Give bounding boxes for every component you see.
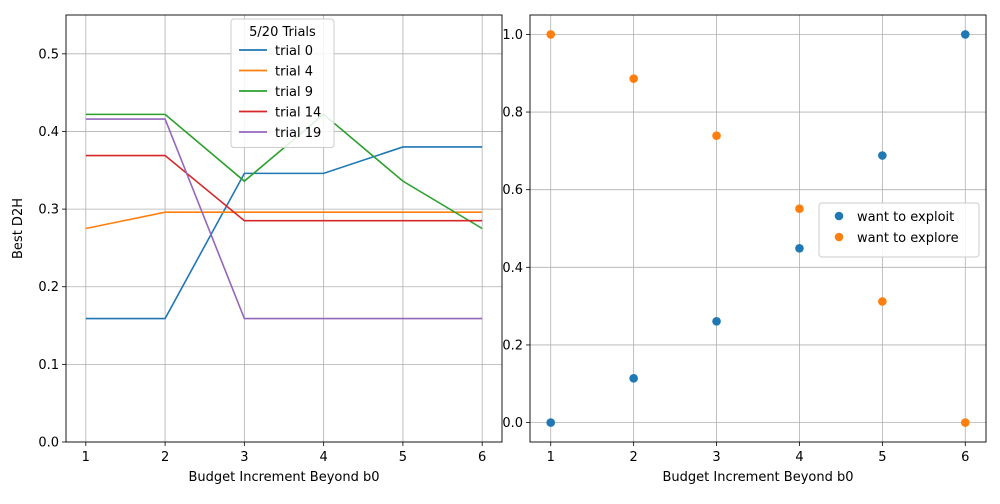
x-tick-label: 2 — [629, 450, 637, 465]
x-tick-label: 6 — [961, 450, 969, 465]
x-tick-label: 3 — [712, 450, 720, 465]
plot-frame — [65, 14, 503, 443]
legend-label: trial 4 — [275, 65, 313, 80]
scatter-point-want-to-explore — [960, 418, 970, 427]
x-tick-label: 2 — [161, 450, 169, 465]
series-line-trial-14 — [85, 154, 483, 222]
x-tick-label: 5 — [878, 450, 886, 465]
scatter-point-want-to-explore — [795, 204, 804, 214]
scatter-point-want-to-exploit — [712, 316, 721, 326]
scatter-point-want-to-exploit — [878, 151, 887, 160]
y-tick-label: 0.1 — [38, 358, 59, 373]
legend: want to exploit want to explore — [818, 202, 980, 258]
y-tick-label: 1.0 — [502, 28, 523, 43]
legend-box — [230, 18, 335, 148]
y-tick-label: 0.4 — [502, 261, 523, 276]
legend-label: trial 19 — [275, 126, 321, 141]
y-tick-label: 0.0 — [38, 436, 59, 451]
legend-label: trial 14 — [275, 106, 321, 121]
legend-title: 5/20 Trials — [249, 25, 316, 40]
legend: 5/20 Trials trial 0 trial 4 trial 9 trial 14… — [230, 18, 335, 148]
chart-panel-1: 1 2 3 4 5 6 0.0 0.1 0.2 0.3 0.4 0.5 Budget Increment… — [11, 14, 503, 485]
series-line-trial-19 — [85, 118, 483, 320]
y-tick-label: 0.0 — [502, 416, 523, 431]
scatter-point-want-to-exploit — [960, 30, 970, 39]
y-axis-label: Best D2H — [11, 198, 26, 259]
legend-swatch — [834, 211, 844, 221]
x-tick-label: 1 — [547, 450, 555, 465]
x-axis-label: Budget Increment Beyond b0 — [662, 470, 853, 485]
series-line-trial-4 — [85, 211, 483, 230]
scatter-point-want-to-explore — [546, 30, 556, 39]
legend-label: want to explore — [857, 231, 959, 246]
y-tick-label: 0.6 — [502, 183, 523, 198]
y-tick-label: 0.2 — [502, 338, 523, 353]
x-tick-label: 3 — [240, 450, 248, 465]
y-tick-label: 0.4 — [38, 125, 59, 140]
scatter-point-want-to-explore — [878, 297, 887, 306]
scatter-point-want-to-exploit — [795, 243, 804, 253]
plot-frame — [529, 14, 987, 443]
scatter-point-want-to-explore — [629, 74, 638, 83]
legend-box — [818, 202, 980, 258]
legend-label: want to exploit — [857, 210, 954, 225]
scatter-point-want-to-explore — [712, 131, 721, 141]
x-tick-label: 6 — [478, 450, 486, 465]
scatter-point-want-to-exploit — [546, 418, 556, 427]
y-tick-label: 0.8 — [502, 106, 523, 121]
x-tick-label: 4 — [319, 450, 327, 465]
x-tick-label: 5 — [399, 450, 407, 465]
legend-label: trial 9 — [275, 85, 313, 100]
x-axis-label: Budget Increment Beyond b0 — [188, 470, 379, 485]
legend-label: trial 0 — [275, 44, 313, 59]
scatter-point-want-to-exploit — [629, 374, 638, 383]
x-tick-label: 1 — [82, 450, 90, 465]
y-tick-label: 0.2 — [38, 280, 59, 295]
y-tick-label: 0.3 — [38, 203, 59, 218]
y-tick-label: 0.5 — [38, 47, 59, 62]
series-line-trial-0 — [85, 146, 483, 320]
legend-swatch — [834, 232, 844, 242]
chart-panel-2: 1 2 3 4 5 6 0.0 0.2 0.4 0.6 0.8 1.0 Budget Increment… — [502, 14, 987, 485]
x-tick-label: 4 — [795, 450, 803, 465]
